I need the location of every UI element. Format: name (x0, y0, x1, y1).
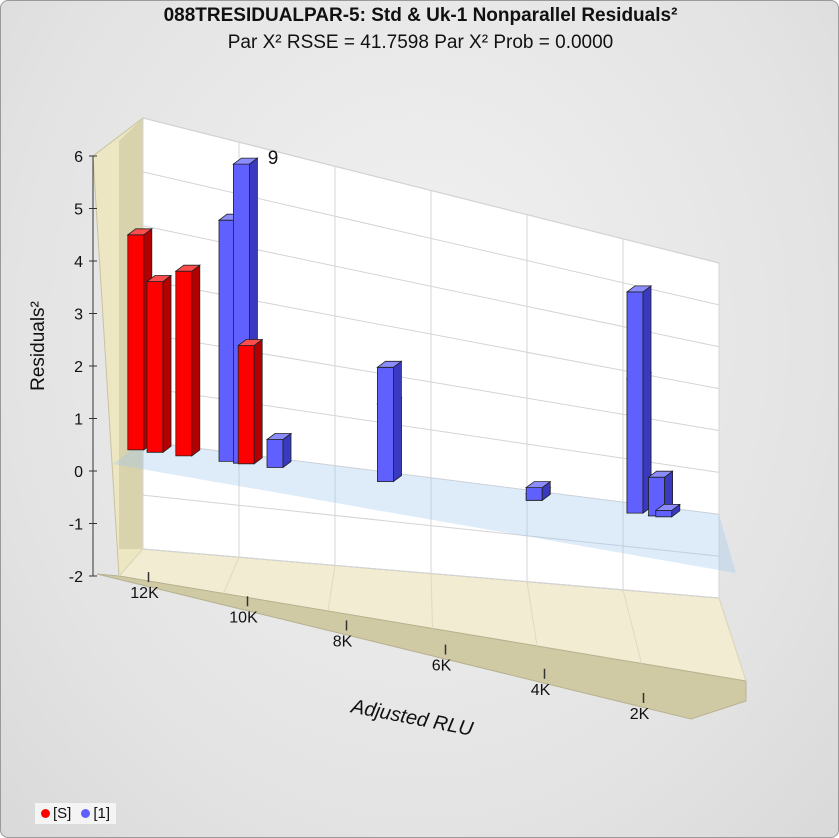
y-tick-label: 5 (74, 202, 83, 219)
legend-label-1: [1] (93, 805, 111, 822)
floor-gridline (526, 581, 538, 647)
bar-front (626, 291, 644, 514)
x-tick-label: 4K (531, 682, 551, 699)
bar-side (253, 338, 263, 465)
bar-top (126, 228, 154, 236)
bar-top (232, 157, 259, 165)
bar-top (647, 470, 674, 478)
y-tick-label: 4 (74, 254, 83, 271)
floor-gridline (223, 556, 240, 594)
floor-gridline (118, 548, 144, 577)
bar-side (162, 274, 172, 454)
bar-side (392, 360, 402, 483)
bar-side (191, 264, 201, 457)
bar-front (218, 219, 236, 462)
legend-item-1: [1] (81, 805, 110, 822)
y-tick-label: 1 (74, 412, 83, 429)
bar-top (376, 360, 403, 368)
legend-label-s: [S] (53, 805, 72, 822)
y-tick-label: 6 (74, 149, 83, 166)
y-tick-label: -2 (69, 569, 83, 586)
y-tick-label: 2 (74, 359, 83, 376)
bar-top (174, 264, 202, 272)
floor-gridline (718, 597, 747, 682)
x-tick-label: 10K (229, 609, 258, 626)
bar-top (265, 433, 293, 440)
legend-swatch-1 (81, 809, 91, 818)
bar-front (655, 509, 673, 518)
x-tick-label: 6K (432, 658, 452, 675)
floor-gridline (327, 565, 336, 612)
data-annotation: 9 (268, 148, 279, 169)
legend-swatch-s (41, 809, 50, 818)
bar-top (145, 275, 173, 282)
x-tick-label: 2K (630, 706, 650, 723)
chart-ticks: 6 5 4 3 2 1 0 -1 -2 12K 10K 8K 6K 4K 2K (69, 149, 650, 723)
legend: [S] [1] (35, 803, 117, 824)
x-axis-label: Adjusted RLU (348, 695, 475, 740)
legend-item-s: [S] (41, 805, 71, 822)
bar-front (127, 234, 145, 451)
y-tick-label: -1 (69, 517, 83, 534)
y-axis-label: Residuals² (28, 301, 49, 391)
bar-top (236, 339, 264, 346)
bar-top (625, 285, 653, 293)
bar-front (376, 366, 394, 482)
floor-gridline (622, 589, 642, 664)
x-tick-label: 12K (130, 585, 159, 602)
bar-front (237, 345, 255, 465)
chart-subtitle: Par X² RSSE = 41.7598 Par X² Prob = 0.00… (227, 32, 614, 53)
chart-title: 088TRESIDUALPAR-5: Std & Uk-1 Nonparalle… (163, 5, 678, 26)
y-tick-label: 3 (74, 307, 83, 324)
floor-gridline (430, 573, 433, 629)
chart-bars (126, 157, 681, 518)
bar-front (146, 281, 164, 453)
bar-front (266, 439, 284, 468)
bar-front (175, 270, 193, 457)
y-tick-label: 0 (74, 464, 83, 481)
bar-front (525, 487, 543, 501)
x-tick-label: 8K (333, 633, 353, 650)
bar-top (654, 503, 681, 511)
bar-top (525, 481, 552, 489)
zero-plane (113, 441, 736, 573)
